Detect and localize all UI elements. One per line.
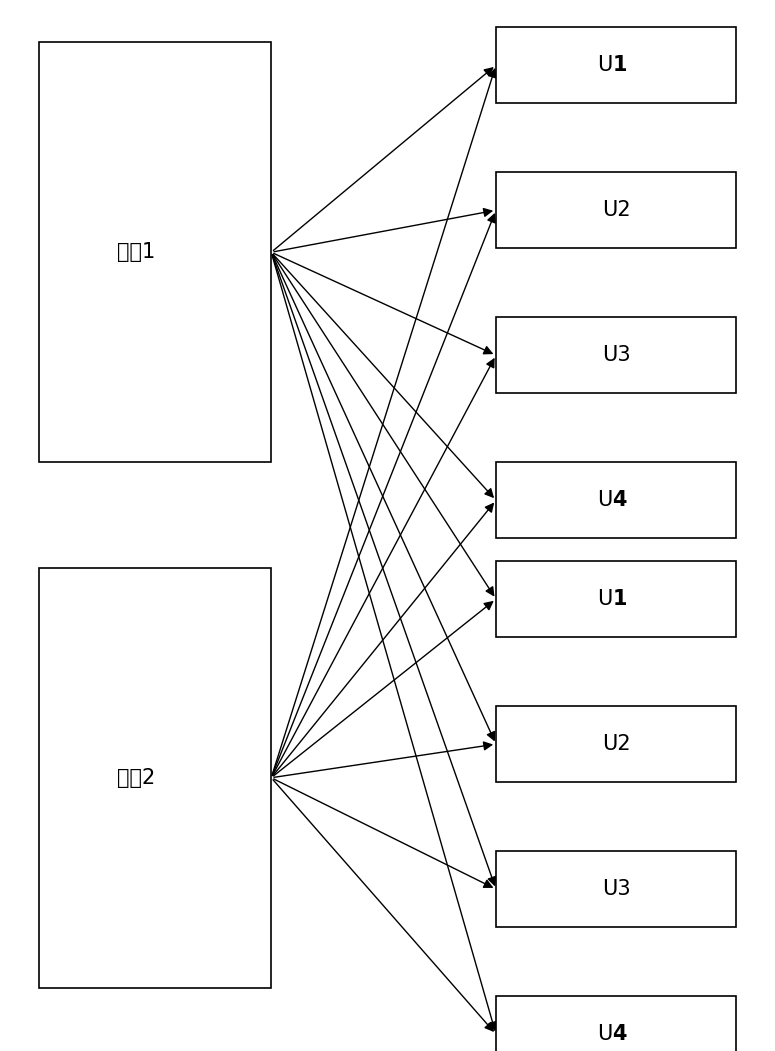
Text: 小区2: 小区2 bbox=[117, 767, 156, 788]
Text: 4: 4 bbox=[612, 490, 627, 511]
FancyBboxPatch shape bbox=[496, 706, 736, 782]
Text: U2: U2 bbox=[602, 200, 630, 221]
Text: U: U bbox=[597, 490, 612, 511]
Text: 1: 1 bbox=[612, 55, 627, 76]
FancyBboxPatch shape bbox=[496, 851, 736, 927]
FancyBboxPatch shape bbox=[496, 996, 736, 1051]
Text: 1: 1 bbox=[612, 589, 627, 610]
FancyBboxPatch shape bbox=[496, 172, 736, 248]
Text: U3: U3 bbox=[602, 879, 630, 900]
Text: 小区1: 小区1 bbox=[117, 242, 156, 263]
FancyBboxPatch shape bbox=[496, 462, 736, 538]
FancyBboxPatch shape bbox=[496, 317, 736, 393]
FancyBboxPatch shape bbox=[496, 561, 736, 637]
Text: U: U bbox=[597, 589, 612, 610]
Text: U: U bbox=[597, 55, 612, 76]
FancyBboxPatch shape bbox=[39, 568, 271, 988]
Text: U2: U2 bbox=[602, 734, 630, 755]
Text: U: U bbox=[597, 1024, 612, 1045]
Text: 4: 4 bbox=[612, 1024, 627, 1045]
FancyBboxPatch shape bbox=[39, 42, 271, 462]
FancyBboxPatch shape bbox=[496, 27, 736, 103]
Text: U3: U3 bbox=[602, 345, 630, 366]
